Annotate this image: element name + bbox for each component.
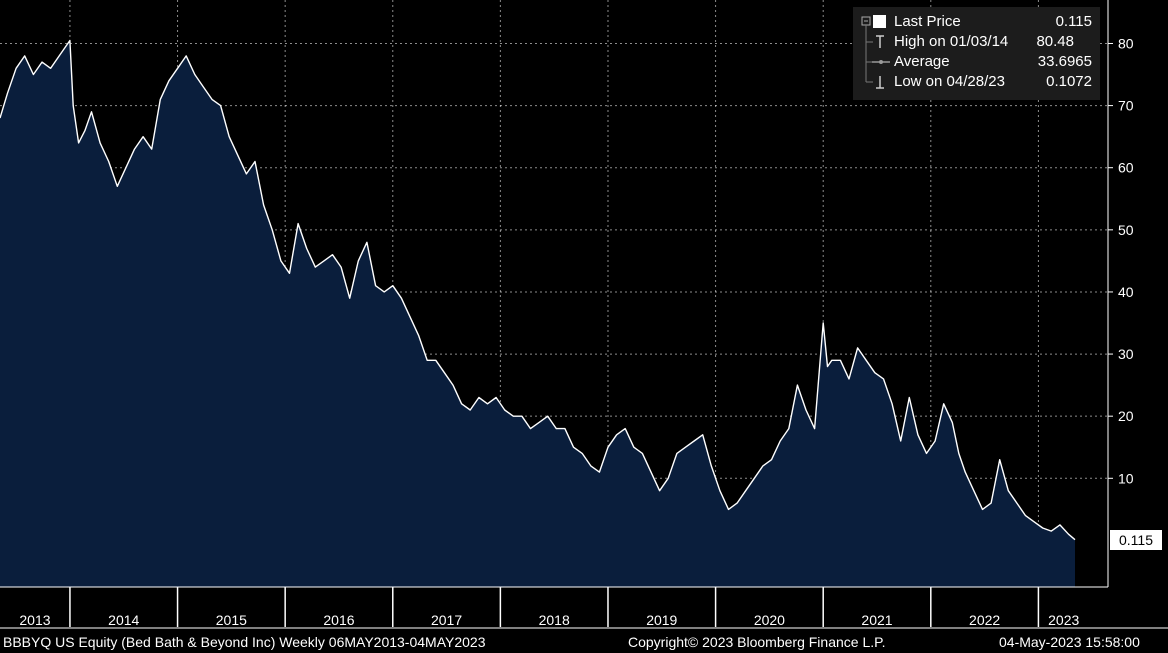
legend-high: High on 01/03/14 80.48 — [853, 32, 1100, 52]
year-label-2020: 2020 — [754, 612, 785, 628]
low-marker-icon — [876, 76, 884, 89]
last-price-square-icon — [873, 15, 886, 28]
legend-last-price-label: Last Price — [894, 13, 961, 30]
footer-security-description: BBBYQ US Equity (Bed Bath & Beyond Inc) … — [3, 634, 486, 650]
legend-high-value: 80.48 — [1036, 33, 1074, 50]
y-tick-label-40: 40 — [1118, 284, 1134, 300]
year-label-2016: 2016 — [323, 612, 354, 628]
legend-average-label: Average — [894, 53, 950, 70]
year-label-2023: 2023 — [1048, 612, 1079, 628]
year-label-2021: 2021 — [861, 612, 892, 628]
legend-low-label: Low on 04/28/23 — [894, 73, 1005, 90]
y-tick-label-60: 60 — [1118, 160, 1134, 176]
collapse-icon[interactable] — [861, 12, 873, 32]
last-price-tag: 0.115 — [1110, 530, 1162, 550]
y-tick-label-80: 80 — [1118, 35, 1134, 51]
year-label-2019: 2019 — [646, 612, 677, 628]
tree-branch-icon — [865, 52, 873, 72]
price-line — [0, 39, 1076, 541]
year-label-2014: 2014 — [108, 612, 139, 628]
y-tick-label-30: 30 — [1118, 346, 1134, 362]
legend-low-value: 0.1072 — [1046, 73, 1092, 90]
footer-timestamp: 04-May-2023 15:58:00 — [999, 634, 1140, 650]
high-marker-icon — [876, 35, 884, 48]
year-label-2015: 2015 — [216, 612, 247, 628]
legend-last-price: Last Price 0.115 — [853, 12, 1100, 32]
footer-copyright: Copyright© 2023 Bloomberg Finance L.P. — [628, 634, 886, 650]
y-axis: 10 20 30 40 50 60 70 80 — [1107, 0, 1134, 587]
year-label-2013: 2013 — [19, 612, 50, 628]
legend-last-price-value: 0.115 — [1055, 13, 1092, 30]
year-label-2017: 2017 — [431, 612, 462, 628]
year-label-2018: 2018 — [539, 612, 570, 628]
legend-average: Average 33.6965 — [853, 52, 1100, 72]
y-tick-label-70: 70 — [1118, 98, 1134, 114]
y-tick-label-10: 10 — [1118, 470, 1134, 486]
y-tick-label-20: 20 — [1118, 408, 1134, 424]
x-axis: 2013 2014 2015 2016 2017 2018 2019 2020 2021 2022… — [0, 586, 1168, 629]
price-area — [0, 40, 1075, 587]
average-marker-icon — [872, 60, 890, 64]
legend-average-value: 33.6965 — [1037, 53, 1092, 70]
tree-branch-icon — [865, 72, 873, 83]
legend-low: Low on 04/28/23 0.1072 — [853, 72, 1100, 92]
tree-branch-icon — [865, 32, 873, 52]
chart-legend: Last Price 0.115 High on 01/03/14 80.48 … — [853, 7, 1100, 100]
y-tick-label-50: 50 — [1118, 222, 1134, 238]
year-label-2022: 2022 — [969, 612, 1000, 628]
legend-high-label: High on 01/03/14 — [894, 33, 1009, 50]
